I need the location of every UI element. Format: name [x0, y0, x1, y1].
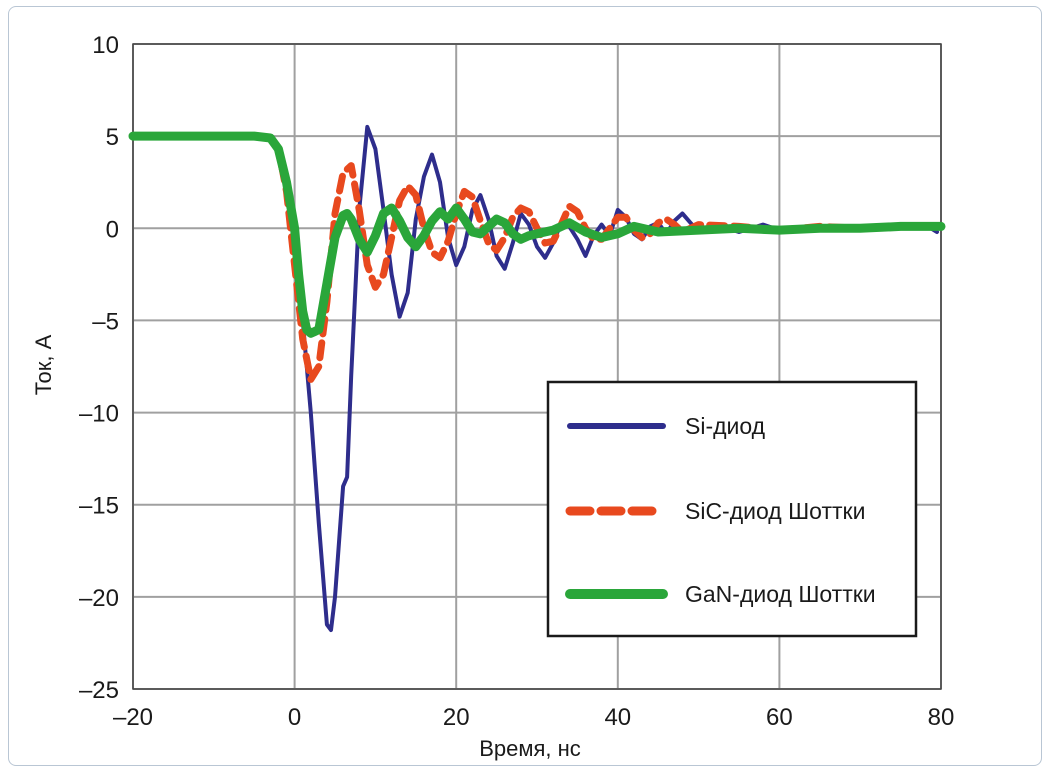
x-tick-label: –20 [113, 704, 153, 731]
y-tick-label: 5 [106, 124, 119, 151]
plot-area-border [132, 43, 942, 690]
x-tick-label: 80 [928, 704, 955, 731]
series-line-0 [131, 124, 939, 632]
x-tick-label: 0 [288, 704, 301, 731]
series-lines [128, 124, 946, 632]
y-tick-label: 10 [92, 32, 119, 59]
y-axis-ticks: 10 5 0 –5 –10 –15 –20 –25 [79, 32, 119, 704]
series-line-2 [128, 131, 946, 338]
y-tick-label: –5 [92, 308, 119, 335]
x-tick-label: 20 [443, 704, 470, 731]
x-tick-label: 60 [766, 704, 793, 731]
legend-label-si-diode: Si-диод [685, 413, 766, 439]
legend-label-gan-schottky: GaN-диод Шоттки [685, 581, 876, 607]
legend-label-sic-schottky: SiC-диод Шоттки [685, 498, 865, 524]
y-axis-label: Ток, А [31, 334, 56, 395]
y-tick-label: –15 [79, 493, 119, 520]
y-tick-label: –25 [79, 677, 119, 704]
legend: Si-диод SiC-диод Шоттки GaN-диод Шоттки [546, 380, 918, 638]
y-tick-label: 0 [106, 216, 119, 243]
series-line-1 [129, 132, 945, 383]
x-tick-label: 40 [604, 704, 631, 731]
y-tick-label: –20 [79, 585, 119, 612]
x-axis-ticks: –20 0 20 40 60 80 [113, 704, 954, 731]
x-axis-label: Время, нс [479, 736, 581, 761]
y-tick-label: –10 [79, 401, 119, 428]
